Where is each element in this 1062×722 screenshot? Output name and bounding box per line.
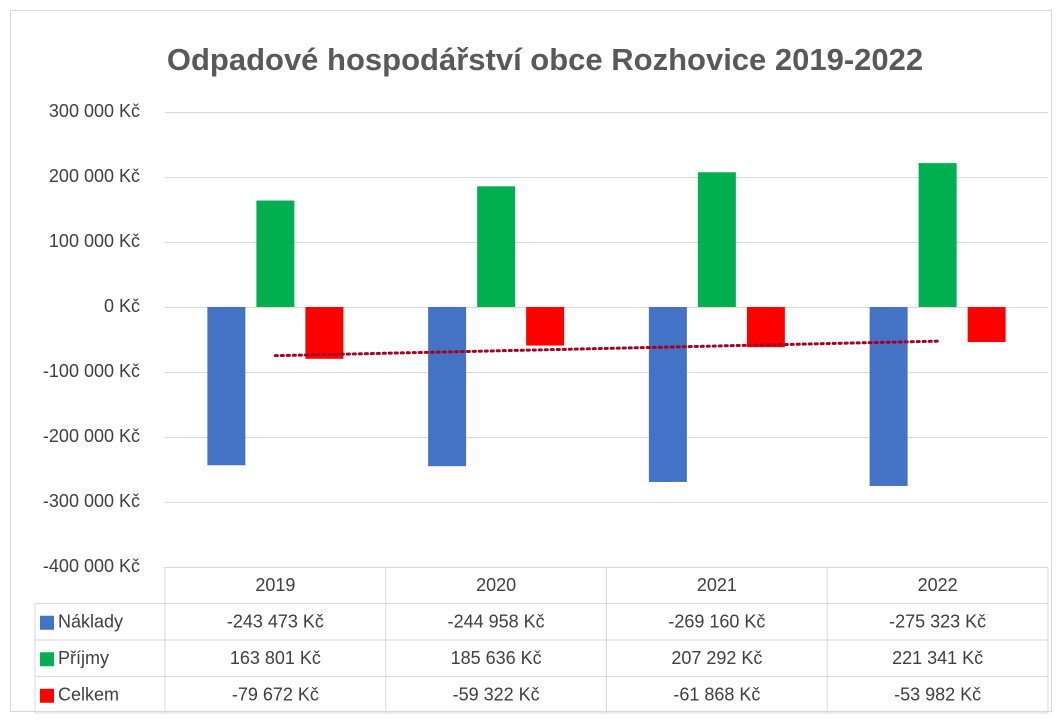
bar [477,186,516,307]
data-table-value: -269 160 Kč [668,612,765,632]
bar [207,307,246,466]
data-table-value: -244 958 Kč [448,612,545,632]
y-tick-label: -400 000 Kč [43,556,140,576]
bar [305,307,344,359]
x-tick-label: 2019 [255,575,295,595]
legend-swatch [40,652,54,667]
bar [428,307,467,467]
legend-label: Příjmy [58,648,109,668]
chart-title: Odpadové hospodářství obce Rozhovice 201… [167,42,923,77]
data-table-value: -79 672 Kč [232,685,319,705]
data-table-value: -61 868 Kč [673,685,760,705]
legend-label: Náklady [58,612,123,632]
bar [869,307,908,486]
bar [256,200,295,307]
bar [918,163,957,307]
x-tick-label: 2022 [918,575,958,595]
data-table-value: -243 473 Kč [227,612,324,632]
data-table-value: -59 322 Kč [453,685,540,705]
y-tick-label: 200 000 Kč [49,166,140,186]
legend-swatch [40,615,54,630]
bar [648,307,687,482]
y-tick-label: -300 000 Kč [43,491,140,511]
y-tick-label: 100 000 Kč [49,231,140,251]
data-table-value: 163 801 Kč [230,648,321,668]
y-tick-label: 300 000 Kč [49,101,140,121]
data-table-value: -275 323 Kč [889,612,986,632]
bar [967,307,1006,343]
trendline [273,339,940,358]
legend-swatch [40,688,54,703]
bar [526,307,565,346]
data-table-value: 207 292 Kč [671,648,762,668]
x-tick-label: 2021 [697,575,737,595]
x-tick-label: 2020 [476,575,516,595]
bar [746,307,785,348]
legend-label: Celkem [58,685,119,705]
bar [697,172,736,307]
y-tick-label: -200 000 Kč [43,426,140,446]
data-table-value: 185 636 Kč [451,648,542,668]
y-tick-label: -100 000 Kč [43,361,140,381]
data-table-value: -53 982 Kč [894,685,981,705]
y-tick-label: 0 Kč [104,296,140,316]
data-table-value: 221 341 Kč [892,648,983,668]
